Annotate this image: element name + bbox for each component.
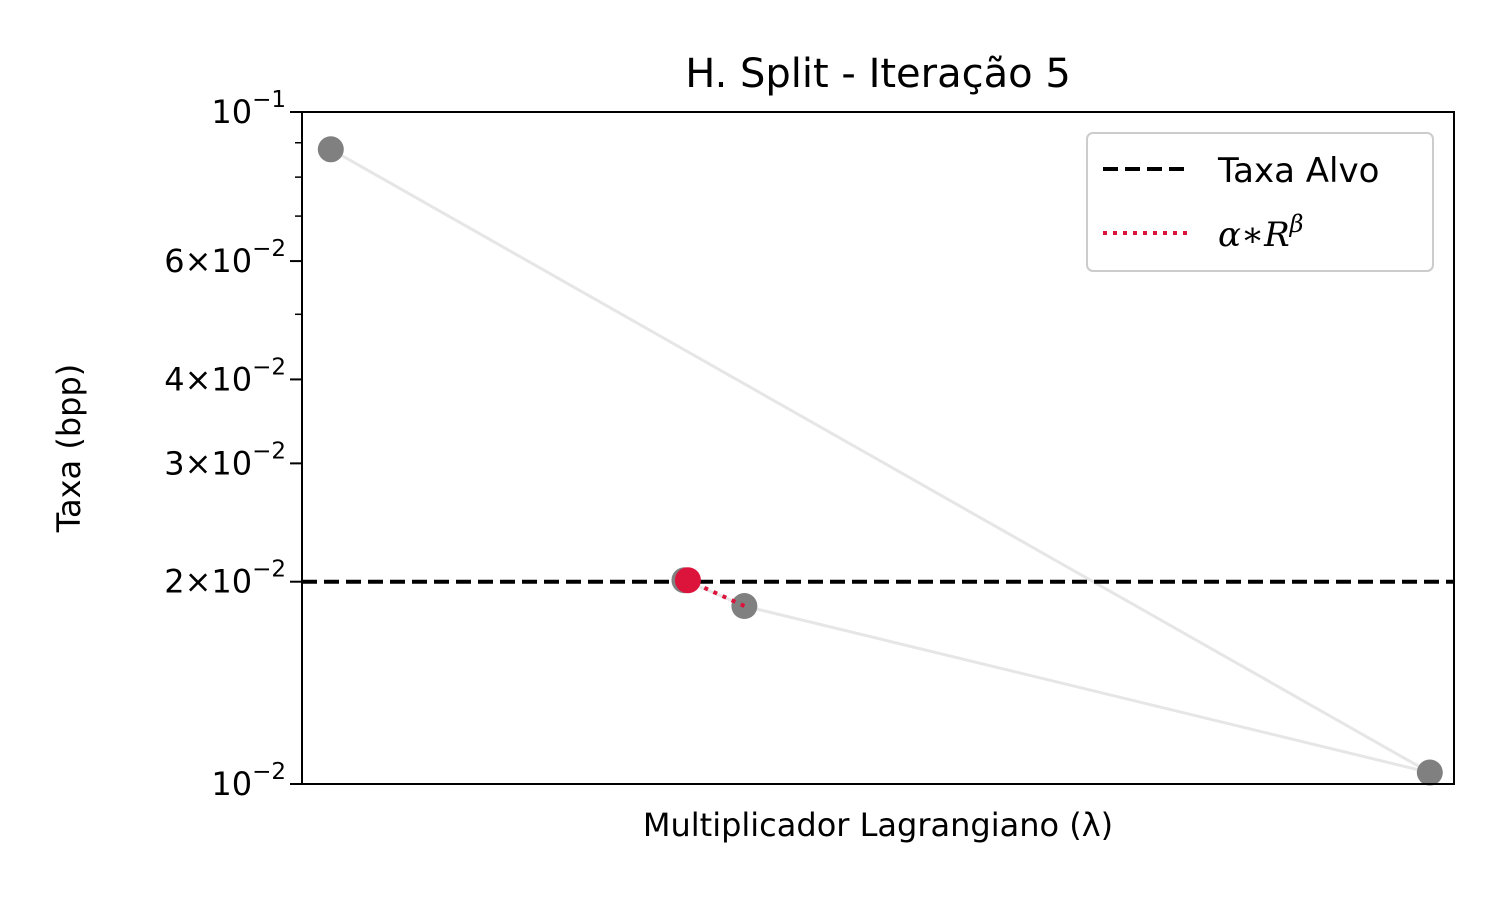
data-point [1416, 759, 1443, 786]
legend-label-fit-sup: β [1289, 210, 1304, 238]
y-tick-label-exponent: −2 [252, 354, 286, 380]
y-tick-label-mantissa-base: 10 [211, 93, 252, 131]
y-tick-label-exponent: −2 [252, 557, 286, 583]
y-axis: 10−16×10−24×10−23×10−22×10−210−2 [164, 87, 302, 803]
y-tick-label: 4×10−2 [164, 354, 286, 398]
plot-area [302, 136, 1454, 786]
y-tick-label-mantissa-base: 2×10 [164, 563, 252, 601]
y-tick-label-exponent: −1 [252, 87, 286, 113]
y-tick-label-mantissa-base: 10 [211, 765, 252, 803]
y-tick-label-mantissa-base: 6×10 [164, 242, 252, 280]
current-estimate-point [674, 567, 701, 594]
y-tick-label-mantissa-base: 4×10 [164, 360, 252, 398]
axes-frame [301, 111, 1455, 785]
legend-label-fit-base: α∗R [1218, 215, 1290, 255]
legend-label-fit: α∗Rβ [1218, 210, 1304, 255]
y-tick-label-exponent: −2 [252, 438, 286, 464]
x-axis-label: Multiplicador Lagrangiano (λ) [643, 806, 1113, 844]
legend-label-target-rate: Taxa Alvo [1217, 151, 1379, 191]
y-tick-label: 10−2 [211, 759, 286, 803]
y-tick-label: 3×10−2 [164, 438, 286, 482]
chart-title: H. Split - Iteração 5 [685, 51, 1071, 97]
y-tick-label-exponent: −2 [252, 759, 286, 785]
y-tick-label-mantissa-base: 3×10 [164, 444, 252, 482]
data-point [317, 136, 344, 163]
y-axis-label: Taxa (bpp) [50, 364, 88, 533]
y-tick-label-exponent: −2 [252, 236, 286, 262]
y-tick-label: 2×10−2 [164, 557, 286, 601]
y-tick-label: 10−1 [211, 87, 286, 131]
legend: Taxa Alvo α∗Rβ [1086, 132, 1434, 272]
y-tick-label: 6×10−2 [164, 236, 286, 280]
